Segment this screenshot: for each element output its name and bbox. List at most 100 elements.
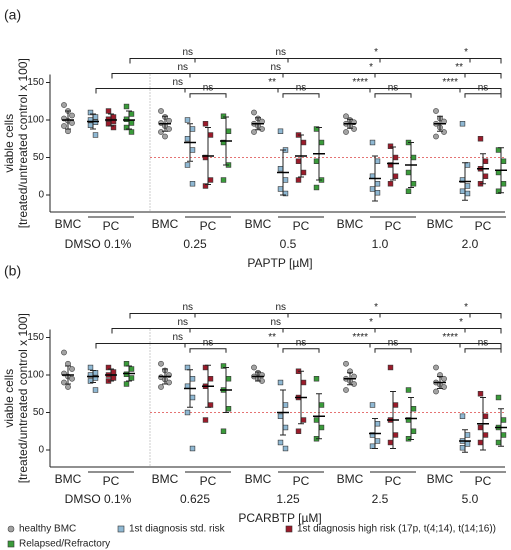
- point: [500, 158, 507, 164]
- point: [207, 402, 214, 408]
- legend-marker: [7, 525, 15, 533]
- pc-bracket: [374, 348, 412, 353]
- point: [459, 188, 466, 194]
- significance-label: ns: [182, 302, 193, 313]
- point: [313, 376, 320, 382]
- point: [259, 126, 265, 132]
- point: [220, 113, 227, 119]
- point: [220, 177, 227, 183]
- point: [110, 114, 117, 120]
- point: [464, 432, 471, 438]
- point: [374, 190, 381, 196]
- point: [351, 381, 357, 387]
- pc-bracket: [189, 348, 227, 353]
- point: [477, 439, 484, 446]
- point: [369, 402, 376, 408]
- x-tick-label: 0.5: [280, 237, 297, 251]
- sub-label: PC: [385, 219, 402, 233]
- point: [300, 379, 307, 386]
- point: [158, 108, 164, 114]
- legend-label: 1st diagnosis high risk (17p, t(4;14), t…: [297, 524, 496, 535]
- point: [61, 123, 67, 129]
- significance-label: ns: [172, 77, 183, 88]
- pc-bracket: [282, 348, 320, 353]
- point: [477, 424, 484, 431]
- sub-label: PC: [293, 219, 310, 233]
- point: [69, 120, 75, 126]
- sub-label: PC: [475, 219, 492, 233]
- point: [110, 375, 117, 381]
- point: [313, 158, 320, 164]
- pc-bracket: [282, 93, 320, 98]
- significance-label: ns: [270, 317, 281, 328]
- point: [282, 402, 289, 408]
- significance-label: ****: [442, 77, 458, 88]
- point: [110, 369, 117, 375]
- point: [225, 128, 232, 134]
- point: [87, 364, 94, 371]
- point: [189, 147, 196, 153]
- point: [251, 129, 257, 135]
- significance-label: *: [369, 317, 373, 328]
- point: [92, 132, 99, 138]
- x-tick-label: 2.5: [372, 492, 389, 506]
- point: [410, 428, 417, 434]
- bracket: [129, 58, 502, 64]
- x-axis-label: PCARBTP [µM]: [238, 511, 321, 525]
- significance-label: ns: [478, 82, 489, 93]
- point: [482, 173, 489, 179]
- x-tick-label: 1.0: [372, 237, 389, 251]
- point: [225, 406, 232, 412]
- y-tick-label: 50: [33, 152, 45, 163]
- sub-label: BMC: [152, 217, 179, 231]
- point: [464, 162, 471, 168]
- point: [464, 183, 471, 189]
- point: [158, 384, 164, 390]
- point: [184, 409, 191, 416]
- significance-label: ns: [203, 82, 214, 93]
- y-axis-label: [treated/untreated control x 100]: [16, 313, 30, 483]
- sub-label: PC: [103, 474, 120, 488]
- point: [87, 109, 94, 116]
- significance-label: *: [369, 62, 373, 73]
- point: [441, 375, 447, 382]
- sub-label: PC: [475, 474, 492, 488]
- sub-label: BMC: [152, 472, 179, 486]
- point: [405, 169, 412, 176]
- point: [441, 129, 447, 135]
- point: [110, 124, 117, 131]
- point: [61, 349, 67, 356]
- sub-label: PC: [385, 474, 402, 488]
- point: [184, 117, 191, 123]
- point: [184, 364, 191, 371]
- point: [123, 381, 130, 387]
- significance-label: *: [459, 317, 463, 328]
- point: [128, 120, 135, 126]
- significance-label: ****: [352, 332, 368, 343]
- y-tick-label: 0: [38, 445, 44, 456]
- panel-label: (b): [4, 263, 21, 279]
- point: [282, 424, 289, 431]
- point: [482, 413, 489, 419]
- significance-label: ****: [352, 77, 368, 88]
- point: [123, 103, 130, 110]
- point: [128, 375, 135, 381]
- point: [500, 417, 507, 423]
- point: [123, 361, 130, 367]
- y-tick-label: 100: [27, 115, 44, 126]
- point: [300, 139, 307, 146]
- point: [387, 143, 394, 149]
- point: [313, 184, 320, 191]
- significance-label: ns: [296, 82, 307, 93]
- point: [189, 181, 196, 187]
- point: [405, 188, 412, 194]
- significance-label: ns: [388, 337, 399, 348]
- point: [189, 126, 196, 132]
- point: [392, 154, 399, 161]
- point: [105, 364, 112, 371]
- significance-label: ns: [275, 302, 286, 313]
- point: [189, 394, 196, 401]
- significance-label: **: [455, 62, 463, 73]
- point: [482, 432, 489, 438]
- significance-label: ns: [275, 47, 286, 58]
